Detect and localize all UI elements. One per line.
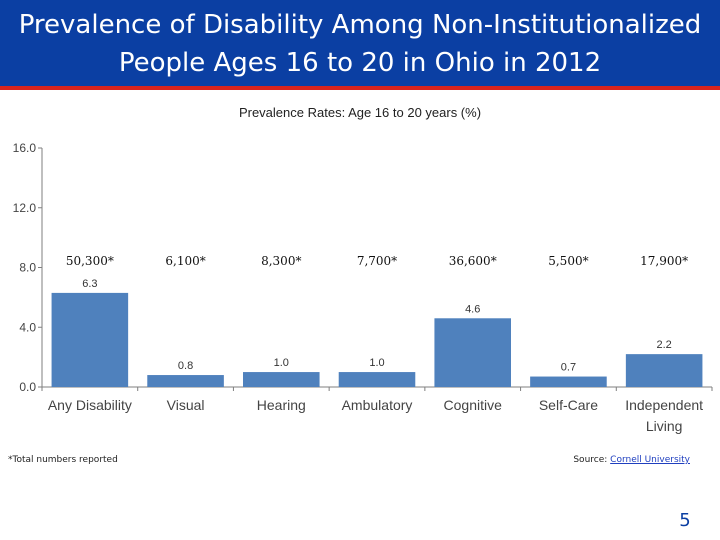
y-tick-label: 12.0 [13, 201, 37, 215]
source-prefix: Source: [573, 455, 611, 465]
chart-title: Prevalence Rates: Age 16 to 20 years (%) [239, 105, 481, 120]
category-label: Ambulatory [342, 397, 413, 413]
category-label: Living [646, 418, 683, 434]
grid-layer [38, 147, 713, 391]
total-label: 17,900* [640, 254, 688, 268]
category-label: Self-Care [539, 397, 598, 413]
slide-title-line-1: Prevalence of Disability Among Non-Insti… [18, 10, 702, 40]
total-label: 5,500* [548, 254, 588, 268]
bar [530, 376, 607, 387]
slide-title: Prevalence of Disability Among Non-Insti… [0, 6, 720, 82]
category-label: Cognitive [444, 397, 503, 413]
y-tick-label: 0.0 [19, 380, 36, 394]
value-label: 0.7 [561, 362, 576, 374]
value-label: 6.3 [82, 278, 97, 290]
value-label: 0.8 [178, 360, 193, 372]
total-label: 8,300* [261, 254, 301, 268]
total-label: 50,300* [66, 254, 114, 268]
total-label: 7,700* [357, 254, 397, 268]
category-label: Hearing [257, 397, 306, 413]
bar [625, 354, 703, 387]
bar [338, 372, 416, 387]
value-label: 2.2 [656, 339, 671, 351]
value-label: 1.0 [274, 357, 289, 369]
slide-title-line-2: People Ages 16 to 20 in Ohio in 2012 [118, 48, 602, 78]
total-label: 6,100* [165, 254, 205, 268]
bar-chart: Prevalence Rates: Age 16 to 20 years (%)… [13, 105, 713, 434]
bar [51, 292, 129, 387]
value-label: 4.6 [465, 303, 480, 315]
value-label: 1.0 [369, 357, 384, 369]
y-tick-label: 8.0 [19, 261, 36, 275]
title-bar: Prevalence of Disability Among Non-Insti… [0, 0, 720, 90]
bar [243, 372, 320, 387]
category-label: Any Disability [48, 397, 132, 413]
labels-layer: 0.0 4.0 8.0 12.0 16.0 6.3 50,300* Any Disabilit… [13, 141, 704, 434]
total-label: 36,600* [449, 254, 497, 268]
y-tick-label: 4.0 [19, 320, 36, 334]
bar [434, 318, 511, 387]
category-label: Visual [167, 397, 205, 413]
y-tick-label: 16.0 [13, 141, 37, 155]
source-link[interactable]: Cornell University [610, 455, 690, 465]
bar [147, 375, 224, 387]
category-label: Independent [625, 397, 703, 413]
bars-layer [51, 292, 703, 387]
page-number: 5 [679, 510, 691, 531]
footnote: *Total numbers reported [8, 455, 118, 465]
source-note: Source: Cornell University [573, 455, 690, 465]
